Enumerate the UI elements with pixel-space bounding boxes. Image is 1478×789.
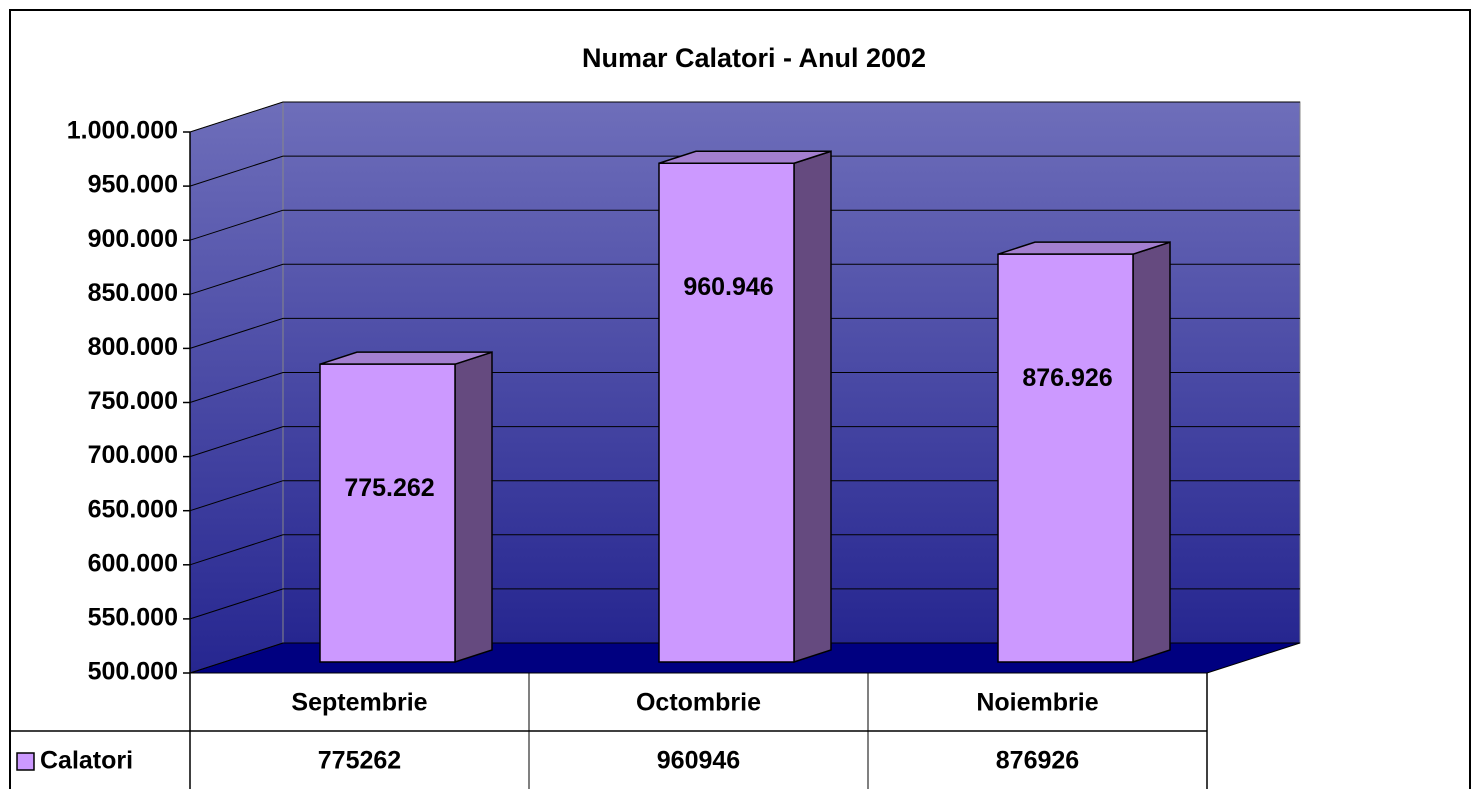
x-tick-label: Noiembrie: [976, 689, 1098, 717]
y-tick-label: 950.000: [88, 171, 178, 199]
y-tick-label: 550.000: [88, 604, 178, 632]
grid-line: [189, 426, 1300, 458]
y-tick-label: 600.000: [88, 549, 178, 577]
y-tick-label: 700.000: [88, 441, 178, 469]
bar: [658, 162, 795, 663]
bar: [997, 253, 1134, 663]
y-tick-label: 1.000.000: [67, 117, 178, 145]
chart-title: Numar Calatori - Anul 2002: [582, 43, 926, 73]
grid-line: [189, 480, 1300, 512]
y-tick-label: 650.000: [88, 495, 178, 523]
table-value: 876926: [996, 747, 1079, 775]
bar-side: [454, 351, 493, 664]
value-label: 960.946: [683, 273, 773, 301]
y-tick-label: 500.000: [88, 658, 178, 686]
table-value: 960946: [657, 747, 740, 775]
x-tick-label: Septembrie: [291, 689, 427, 717]
grid-line: [189, 101, 1300, 133]
grid-line: [189, 317, 1300, 349]
bar-side: [1132, 241, 1171, 664]
y-tick-label: 750.000: [88, 387, 178, 415]
bar: [319, 363, 456, 663]
y-tick-label: 800.000: [88, 333, 178, 361]
grid-line: [189, 588, 1300, 620]
legend-swatch: [16, 752, 35, 771]
grid-line: [189, 209, 1300, 241]
y-tick-label: 850.000: [88, 279, 178, 307]
grid-line: [189, 372, 1300, 403]
y-tick-label: 900.000: [88, 225, 178, 253]
legend-label: Calatori: [40, 747, 133, 775]
grid-line: [189, 263, 1300, 295]
value-label: 775.262: [344, 474, 434, 502]
x-tick-label: Octombrie: [636, 689, 761, 717]
bar-side: [793, 150, 832, 664]
grid-line: [189, 534, 1300, 566]
table-value: 775262: [318, 747, 401, 775]
grid-line: [189, 642, 1300, 674]
grid-line: [189, 155, 1300, 187]
value-label: 876.926: [1022, 364, 1112, 392]
